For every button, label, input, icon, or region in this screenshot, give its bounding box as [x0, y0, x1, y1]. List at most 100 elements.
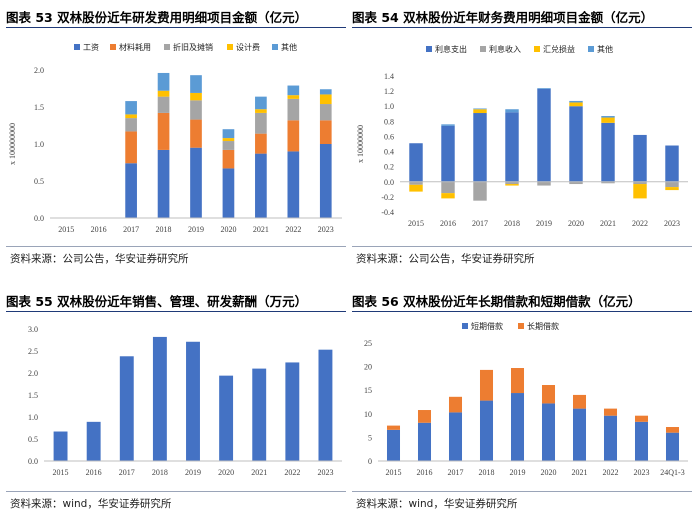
bar-segment — [441, 124, 455, 126]
legend-label: 工资 — [83, 42, 99, 52]
bar-segment — [473, 109, 487, 114]
y-tick-label: 2.0 — [28, 369, 38, 378]
legend-label: 材料耗用 — [119, 42, 151, 52]
bar-segment — [125, 114, 137, 119]
bar-segment — [479, 400, 494, 461]
x-tick-label: 2017 — [448, 468, 464, 477]
bar-segment — [505, 184, 519, 186]
x-tick-label: 2021 — [251, 468, 267, 477]
legend-label: 短期借款 — [471, 321, 503, 331]
bar-segment — [222, 129, 235, 139]
x-tick-label: 2021 — [572, 468, 588, 477]
x-tick-label: 2015 — [53, 468, 69, 477]
bar-segment — [190, 92, 202, 101]
bar-segment — [119, 356, 134, 461]
y-tick-label: 0.8 — [384, 117, 394, 126]
legend-swatch — [426, 46, 432, 52]
x-tick-label: 2018 — [504, 219, 520, 228]
y-tick-label: 10 — [364, 410, 372, 419]
bar-segment — [255, 112, 267, 134]
bar-segment — [125, 163, 137, 218]
bar-segment — [505, 181, 519, 185]
x-tick-label: 2015 — [386, 468, 402, 477]
source-rule — [6, 491, 346, 492]
legend-label: 折旧及摊销 — [173, 42, 213, 52]
bar-segment — [537, 181, 551, 186]
bar-segment — [665, 181, 679, 188]
bar-segment — [222, 141, 235, 150]
bar-segment — [157, 72, 170, 91]
y-axis-label: x 100000000 — [8, 123, 17, 165]
chart-panel-55: 图表 55 双林股份近年销售、管理、研发薪酬（万元） 0.0 0.5 1.0 1.5 2… — [6, 285, 346, 513]
bar-segment — [255, 109, 267, 113]
x-tick-label: 2020 — [568, 219, 584, 228]
bar-segment — [190, 147, 202, 218]
bar-segment — [537, 88, 551, 182]
x-tick-label: 2016 — [86, 468, 102, 477]
bar-segment — [603, 415, 618, 461]
finance-expense-chart: 利息支出 利息收入 汇兑损益 其他 -0.4 -0.2 0.0 0.2 0.4 0.6 0.8 1.0… — [356, 44, 688, 228]
bar-segment — [157, 112, 170, 150]
y-tick-label: 1.0 — [384, 102, 394, 111]
bar-segment — [190, 119, 202, 148]
bar-segment — [318, 349, 333, 461]
bar-segment — [157, 149, 170, 218]
legend-swatch — [462, 323, 468, 329]
bar-segment — [222, 138, 235, 142]
chart-title: 图表 53 双林股份近年研发费用明细项目金额（亿元） — [6, 10, 308, 25]
bar-segment — [287, 151, 300, 218]
y-tick-label: 0.2 — [384, 163, 394, 172]
y-tick-label: 0.6 — [384, 132, 394, 141]
legend-swatch — [588, 46, 594, 52]
borrowings-chart: 短期借款 长期借款 0 5 10 15 20 25 2015 2016 2017 2018 2019 20… — [364, 321, 688, 477]
bar-segment — [255, 153, 267, 218]
bar-segment — [417, 410, 432, 423]
bar-segment — [441, 181, 455, 194]
legend-label: 长期借款 — [527, 321, 559, 331]
bar-segment — [541, 403, 556, 461]
bar-segment — [409, 143, 423, 182]
x-tick-label: 2017 — [119, 468, 135, 477]
bar-segment — [255, 96, 267, 110]
x-tick-label: 2022 — [603, 468, 619, 477]
y-tick-label: 15 — [364, 386, 372, 395]
bar-segment — [86, 421, 101, 461]
bar-segment — [633, 184, 647, 199]
y-tick-label: 1.2 — [384, 87, 394, 96]
legend-label: 其他 — [281, 42, 297, 52]
chart-panel-56: 图表 56 双林股份近年长期借款和短期借款（亿元） 短期借款 长期借款 0 5 10 15… — [352, 285, 692, 513]
x-tick-label: 2016 — [440, 219, 456, 228]
bar-segment — [510, 393, 525, 461]
bar-segment — [222, 168, 235, 218]
legend-label: 设计费 — [236, 42, 260, 52]
bar-segment — [448, 396, 463, 413]
bar-segment — [53, 431, 68, 461]
y-tick-label: 0 — [368, 457, 372, 466]
legend-label: 利息支出 — [435, 44, 467, 54]
bar-segment — [473, 113, 487, 182]
bar-segment — [572, 394, 587, 409]
y-tick-label: 5 — [368, 433, 372, 442]
y-tick-label: 1.0 — [28, 413, 38, 422]
legend-swatch — [164, 44, 170, 50]
bar-segment — [186, 341, 200, 461]
y-axis-label: x 10000000 — [356, 125, 365, 163]
bar-segment — [285, 362, 300, 461]
bar-segment — [665, 432, 680, 461]
bar-segment — [190, 100, 202, 120]
legend-label: 汇兑损益 — [543, 44, 575, 54]
bar-segment — [287, 120, 300, 152]
chart-panel-54: 图表 54 双林股份近年财务费用明细项目金额（亿元） 利息支出 利息收入 汇兑损益 其… — [352, 0, 692, 270]
bar-segment — [319, 104, 332, 121]
bar-segment — [572, 408, 587, 461]
rd-expense-chart: 工资 材料耗用 折旧及摊销 设计费 其他 0.0 0.5 1.0 1.5 2.0 x 1000000… — [8, 42, 342, 234]
x-tick-label: 2019 — [188, 225, 204, 234]
bar-segment — [634, 415, 649, 422]
y-tick-label: 0.5 — [28, 435, 38, 444]
salary-chart: 0.0 0.5 1.0 1.5 2.0 2.5 3.0 2015 2016 2017 2018 201… — [28, 325, 342, 477]
bar-segment — [125, 131, 137, 164]
y-tick-label: 1.4 — [384, 72, 394, 81]
bar-segment — [569, 102, 583, 107]
bar-segment — [569, 100, 583, 103]
x-tick-label: 2016 — [91, 225, 107, 234]
